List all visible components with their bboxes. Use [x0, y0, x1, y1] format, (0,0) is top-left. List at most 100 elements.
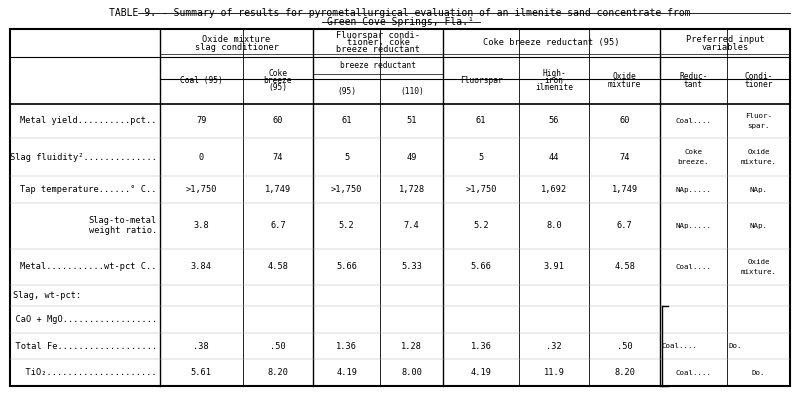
- Text: High-: High-: [542, 69, 566, 78]
- Text: variables: variables: [702, 42, 749, 51]
- Text: 6.7: 6.7: [270, 221, 286, 230]
- Text: NAp.....: NAp.....: [675, 223, 711, 229]
- Text: mixture.: mixture.: [740, 269, 776, 275]
- Text: 51: 51: [406, 116, 417, 126]
- Text: 1.36: 1.36: [336, 342, 357, 351]
- Text: breeze reductant: breeze reductant: [336, 46, 420, 55]
- Text: Condi-: Condi-: [744, 72, 773, 81]
- Text: 74: 74: [273, 152, 283, 162]
- Text: 60: 60: [619, 116, 630, 126]
- Text: 49: 49: [406, 152, 417, 162]
- Text: 5.2: 5.2: [474, 221, 489, 230]
- Text: 74: 74: [619, 152, 630, 162]
- Text: 4.58: 4.58: [614, 262, 635, 271]
- Text: TiO₂.....................: TiO₂.....................: [15, 368, 157, 377]
- Text: 79: 79: [196, 116, 206, 126]
- Text: Green Cove Springs, Fla.¹: Green Cove Springs, Fla.¹: [326, 17, 474, 27]
- Text: weight ratio.: weight ratio.: [89, 226, 157, 235]
- Text: .50: .50: [617, 342, 633, 351]
- Text: 7.4: 7.4: [404, 221, 420, 230]
- Text: 5.33: 5.33: [402, 262, 422, 271]
- Text: tant: tant: [684, 80, 703, 89]
- Text: breeze: breeze: [264, 76, 292, 85]
- Text: >1,750: >1,750: [331, 185, 362, 194]
- Text: Oxide mixture: Oxide mixture: [202, 34, 270, 44]
- Text: Slag-to-metal: Slag-to-metal: [89, 216, 157, 225]
- Text: 3.8: 3.8: [194, 221, 210, 230]
- Text: Metal...........wt-pct C..: Metal...........wt-pct C..: [21, 262, 157, 271]
- Text: TABLE 9. - Summary of results for pyrometallurgical evaluation of an ilmenite sa: TABLE 9. - Summary of results for pyrome…: [109, 8, 691, 18]
- Text: 5.66: 5.66: [470, 262, 491, 271]
- Text: 44: 44: [549, 152, 559, 162]
- Text: spar.: spar.: [747, 123, 770, 129]
- Text: breeze.: breeze.: [678, 159, 709, 165]
- Text: .38: .38: [194, 342, 210, 351]
- Text: Coal....: Coal....: [675, 264, 711, 270]
- Text: Fluorspar: Fluorspar: [460, 76, 502, 85]
- Text: iron: iron: [545, 76, 563, 85]
- Text: 11.9: 11.9: [543, 368, 565, 377]
- Text: Do.: Do.: [752, 370, 765, 376]
- Text: 5: 5: [344, 152, 350, 162]
- Text: NAp.....: NAp.....: [675, 187, 711, 192]
- Text: 60: 60: [273, 116, 283, 126]
- Text: Total Fe...................: Total Fe...................: [5, 342, 157, 351]
- Text: Coal....: Coal....: [662, 343, 698, 349]
- Text: Metal yield..........pct..: Metal yield..........pct..: [21, 116, 157, 126]
- Text: .32: .32: [546, 342, 562, 351]
- Text: 4.58: 4.58: [267, 262, 289, 271]
- Text: 4.19: 4.19: [470, 368, 491, 377]
- Text: 3.84: 3.84: [191, 262, 212, 271]
- Text: (95): (95): [269, 83, 287, 92]
- Text: tioner, coke: tioner, coke: [347, 38, 410, 48]
- Text: 6.7: 6.7: [617, 221, 633, 230]
- Text: 5.61: 5.61: [191, 368, 212, 377]
- Text: Do.: Do.: [729, 343, 742, 349]
- Text: Oxide: Oxide: [747, 149, 770, 155]
- Text: Coal....: Coal....: [675, 370, 711, 376]
- Text: 61: 61: [342, 116, 352, 126]
- Text: 1.36: 1.36: [470, 342, 491, 351]
- Text: Slag, wt-pct:: Slag, wt-pct:: [13, 291, 82, 300]
- Text: 61: 61: [476, 116, 486, 126]
- Text: mixture.: mixture.: [740, 159, 776, 165]
- Text: 5.2: 5.2: [339, 221, 354, 230]
- Text: 5: 5: [478, 152, 484, 162]
- Text: (95): (95): [337, 87, 356, 96]
- Text: Tap temperature......° C..: Tap temperature......° C..: [21, 185, 157, 194]
- Text: Coke: Coke: [269, 69, 287, 78]
- Text: 1,749: 1,749: [265, 185, 291, 194]
- Text: NAp.: NAp.: [750, 223, 767, 229]
- Text: tioner: tioner: [744, 80, 773, 89]
- Text: >1,750: >1,750: [466, 185, 497, 194]
- Text: .50: .50: [270, 342, 286, 351]
- Text: 8.20: 8.20: [267, 368, 289, 377]
- Text: NAp.: NAp.: [750, 187, 767, 192]
- Text: 8.20: 8.20: [614, 368, 635, 377]
- Text: Reduc-: Reduc-: [679, 72, 707, 81]
- Text: 4.19: 4.19: [336, 368, 357, 377]
- Text: 1,749: 1,749: [611, 185, 638, 194]
- Text: Coal....: Coal....: [675, 118, 711, 124]
- Text: Coke: Coke: [684, 149, 702, 155]
- Text: Coke breeze reductant (95): Coke breeze reductant (95): [483, 38, 620, 48]
- Text: 8.00: 8.00: [402, 368, 422, 377]
- Text: Slag fluidity²..............: Slag fluidity²..............: [10, 152, 157, 162]
- Text: 0: 0: [198, 152, 204, 162]
- Text: 56: 56: [549, 116, 559, 126]
- Text: >1,750: >1,750: [186, 185, 217, 194]
- Text: Coal (95): Coal (95): [180, 76, 222, 85]
- Text: Preferred input: Preferred input: [686, 34, 764, 44]
- Text: 1,728: 1,728: [398, 185, 425, 194]
- Text: (110): (110): [400, 87, 424, 96]
- Text: Fluor-: Fluor-: [745, 113, 772, 119]
- Text: 1.28: 1.28: [402, 342, 422, 351]
- Text: Oxide: Oxide: [747, 259, 770, 265]
- Text: ilmenite: ilmenite: [535, 83, 573, 92]
- Text: breeze reductant: breeze reductant: [340, 61, 416, 70]
- Text: mixture: mixture: [608, 80, 642, 89]
- Text: Fluorspar condi-: Fluorspar condi-: [336, 32, 420, 40]
- Text: 8.0: 8.0: [546, 221, 562, 230]
- Text: CaO + MgO..................: CaO + MgO..................: [5, 315, 157, 324]
- Text: 1,692: 1,692: [541, 185, 567, 194]
